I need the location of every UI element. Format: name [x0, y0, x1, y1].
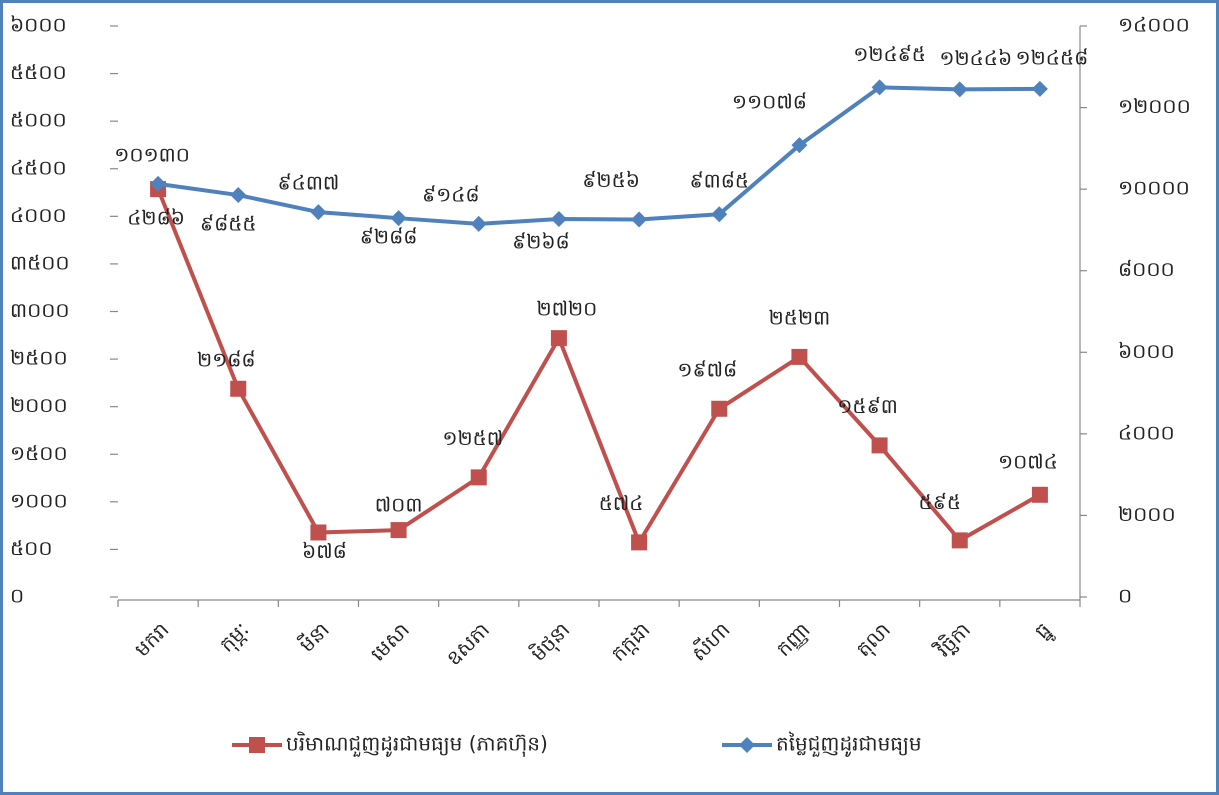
marker [631, 534, 648, 551]
legend-marker [249, 737, 265, 753]
data-label: ១២៤៩៥ [853, 42, 926, 66]
y-tick-label: ១០០០ [10, 488, 68, 512]
marker [871, 79, 888, 96]
data-label: ១២៤៤៦ [939, 46, 1012, 70]
data-label: ២១៨៨ [197, 347, 256, 371]
marker [390, 522, 407, 539]
legend-marker [739, 737, 755, 753]
data-label: ៩២៨៨ [360, 225, 418, 249]
data-label: ១១០៧៨ [732, 90, 807, 114]
data-label: ១០១៣០ [114, 142, 190, 166]
data-label: ៩២៦៨ [512, 229, 570, 253]
legend-label: តម្លៃជួញដូរជាមធ្យម [776, 731, 922, 758]
data-label: ៦៧៨ [302, 539, 347, 563]
y2-tick-label: ៤០០០ [1118, 420, 1175, 444]
y-tick-label: ២០០០ [10, 393, 68, 417]
data-label: ៩២៥៦ [582, 168, 640, 192]
marker [390, 210, 407, 227]
y2-tick-label: ០ [1118, 584, 1132, 608]
y2-tick-label: ១០០០០ [1118, 176, 1190, 200]
y-tick-label: ៥០០០ [10, 108, 67, 132]
data-label: ៩៣៨៥ [689, 169, 749, 193]
legend-label: បរិមាណជួញដូរជាមធ្យម (ភាគហ៊ុន) [286, 731, 548, 758]
data-label: ៩១៤៨ [422, 182, 480, 206]
y2-tick-label: ៨០០០ [1118, 257, 1175, 281]
marker [711, 206, 728, 223]
marker [951, 532, 968, 549]
y-tick-label: ១៥០០ [10, 441, 68, 465]
data-label: ១៩៧៨ [677, 357, 737, 381]
data-label: ៥៧៤ [599, 491, 644, 515]
marker [470, 215, 487, 232]
data-label: ១០៧៤ [998, 449, 1058, 473]
marker [230, 187, 247, 204]
marker [150, 175, 167, 192]
data-label: ១៥៩៣ [837, 394, 898, 418]
y-tick-label: ៦០០០ [10, 13, 67, 37]
y-tick-label: ៤០០០ [10, 203, 67, 227]
marker [230, 380, 247, 397]
y2-tick-label: ៦០០០ [1118, 339, 1175, 363]
marker [1031, 486, 1048, 503]
series-line [157, 85, 1040, 226]
marker [871, 437, 888, 454]
y-tick-label: ៥០០ [10, 536, 52, 560]
marker [791, 348, 808, 365]
marker [550, 330, 567, 347]
y-tick-label: ៣៥០០ [10, 250, 70, 274]
marker [711, 400, 728, 417]
y2-tick-label: ១២០០០ [1118, 94, 1191, 118]
y-tick-label: ៤៥០០ [10, 155, 67, 179]
data-label: ២៧២០ [536, 297, 597, 321]
marker [550, 210, 567, 227]
data-label: ៧០៣ [375, 493, 423, 517]
data-label: ៩៨៥៥ [200, 212, 257, 236]
y-tick-label: ២៥០០ [10, 346, 68, 370]
marker [951, 81, 968, 98]
marker [631, 211, 648, 228]
marker [791, 137, 808, 154]
data-label: ២៥២៣ [769, 305, 831, 329]
y-tick-label: ៣០០០ [10, 298, 70, 322]
y-tick-label: ៥៥០០ [10, 60, 67, 84]
marker [470, 469, 487, 486]
data-label: ៥៩៥ [919, 490, 961, 514]
marker [310, 204, 327, 221]
series-line [156, 188, 1041, 545]
data-label: ៤២៨៦ [127, 206, 185, 230]
y2-tick-label: ២០០០ [1118, 502, 1176, 526]
y-tick-label: ០ [10, 584, 24, 608]
data-label: ១២៥៧ [442, 426, 503, 450]
data-label: ១២៤៥៨ [1016, 45, 1089, 69]
marker [310, 524, 327, 541]
data-label: ៩៤៣៧ [278, 171, 340, 195]
y2-tick-label: ១៤០០០ [1118, 13, 1190, 37]
marker [1031, 80, 1048, 97]
